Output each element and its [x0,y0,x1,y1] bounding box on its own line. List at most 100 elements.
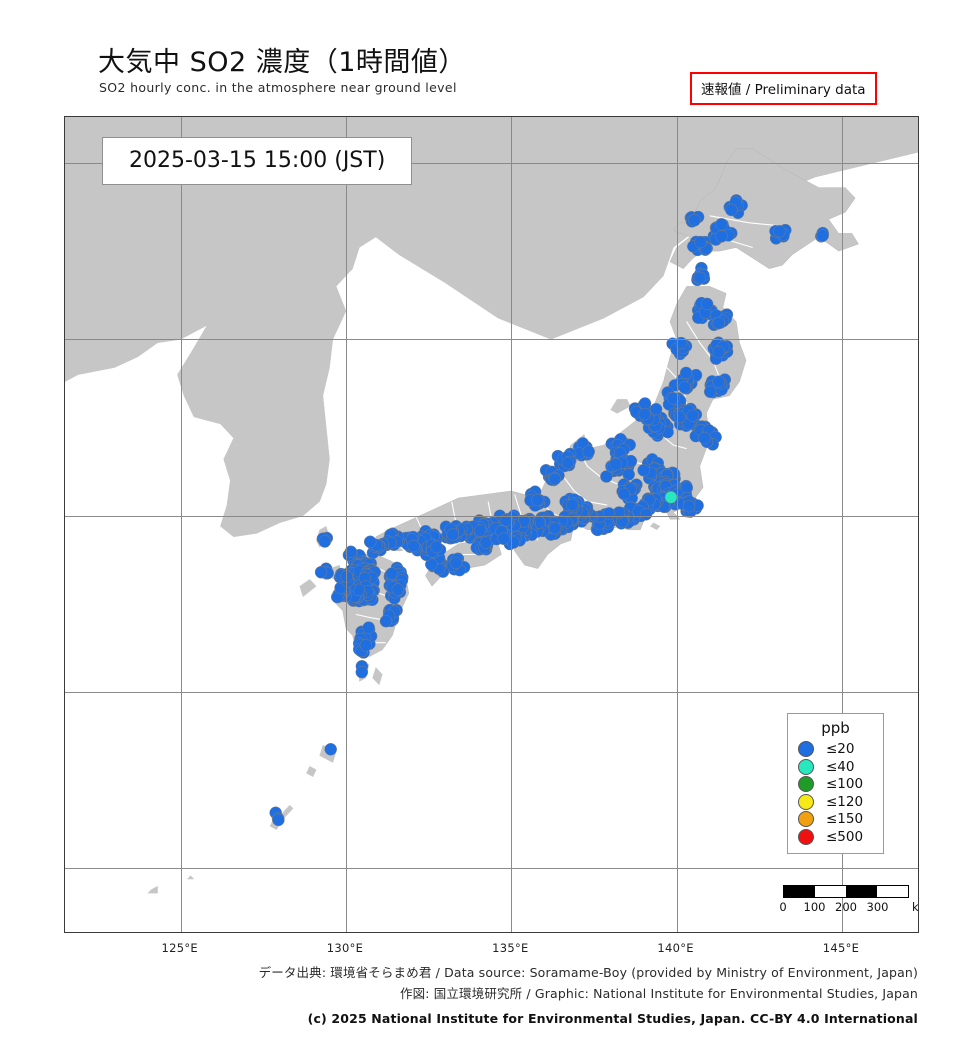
station-marker[interactable] [449,556,463,570]
lon-minor-tick [412,932,413,933]
station-marker[interactable] [715,230,728,243]
station-marker[interactable] [531,493,544,507]
lat-tick [918,163,919,164]
lon-minor-tick [875,932,876,933]
legend-entry: ≤40 [798,758,883,775]
legend-swatch-icon [798,776,814,792]
scale-bar-tick-label: 200 [835,900,857,914]
lon-tick [511,932,512,933]
lon-minor-tick [577,932,578,933]
station-marker[interactable] [639,508,653,521]
lat-tick [918,516,919,517]
map-plot-area[interactable]: 2025-03-15 15:00 (JST) ppb ≤20 ≤40 ≤100 ≤12… [64,116,919,933]
graticule-parallel [65,515,918,517]
station-marker[interactable] [715,218,728,231]
lat-minor-tick [64,622,65,623]
station-marker[interactable] [479,536,493,549]
station-marker[interactable] [638,407,651,421]
prefecture-boundary [686,321,721,379]
lon-minor-tick [544,116,545,117]
station-marker[interactable] [637,464,650,477]
lon-tick-label: 140°E [657,941,694,955]
izu-oshima [650,522,661,530]
station-marker[interactable] [359,639,373,652]
station-marker[interactable] [355,665,369,679]
lon-minor-tick [908,116,909,117]
station-marker[interactable] [497,532,510,545]
footer: データ出典: 環境省そらまめ君 / Data source: Soramame-… [0,962,980,1029]
lon-tick [346,116,347,117]
station-marker[interactable] [773,225,786,238]
station-marker[interactable] [678,381,691,394]
station-marker[interactable] [379,614,393,628]
station-marker[interactable] [600,470,613,483]
station-marker[interactable] [617,487,631,501]
station-marker[interactable] [725,203,738,217]
station-marker[interactable] [703,385,717,399]
lat-minor-tick [64,410,65,411]
footer-copyright: (c) 2025 National Institute for Environm… [307,1011,918,1026]
station-marker[interactable] [446,528,460,541]
station-marker[interactable] [561,456,575,470]
lat-minor-tick [64,304,65,305]
lon-minor-tick [611,116,612,117]
station-marker[interactable] [344,545,358,559]
station-marker[interactable] [391,583,405,596]
station-marker[interactable] [566,498,579,512]
lon-minor-tick [743,932,744,933]
lat-minor-tick [918,622,919,623]
lon-tick [842,932,843,933]
station-marker[interactable] [582,445,595,458]
station-marker[interactable] [548,472,562,486]
station-marker[interactable] [698,431,711,445]
station-marker[interactable] [548,521,562,535]
lon-minor-tick [478,932,479,933]
station-marker[interactable] [667,392,680,405]
station-marker[interactable] [363,535,377,549]
lat-tick [64,516,65,517]
scale-bar-tick-label: 300 [866,900,889,914]
lon-minor-tick [644,932,645,933]
station-marker[interactable] [680,481,694,494]
station-marker-elevated[interactable] [664,491,678,504]
station-marker[interactable] [362,621,375,634]
lon-tick [677,116,678,117]
lon-minor-tick [577,116,578,117]
station-marker[interactable] [638,397,652,410]
station-marker[interactable] [324,743,337,756]
scale-bar-segment [877,886,908,897]
lon-minor-tick [776,116,777,117]
station-marker[interactable] [694,235,707,249]
station-marker[interactable] [430,540,443,554]
page-title: 大気中 SO2 濃度（1時間値） [98,47,466,78]
station-marker[interactable] [700,297,714,311]
station-marker[interactable] [407,539,420,553]
station-marker[interactable] [712,316,726,330]
station-marker[interactable] [314,565,328,579]
station-marker[interactable] [693,271,707,285]
lat-minor-tick [918,269,919,270]
lat-minor-tick [918,904,919,905]
station-marker[interactable] [385,567,399,580]
station-marker[interactable] [318,535,332,548]
scale-bar-segment [815,886,846,897]
station-marker[interactable] [473,524,487,537]
station-marker[interactable] [682,499,696,513]
station-marker[interactable] [712,345,726,359]
station-marker[interactable] [649,402,663,416]
station-marker[interactable] [712,375,725,388]
station-marker[interactable] [686,409,699,422]
station-marker[interactable] [816,229,829,242]
station-marker[interactable] [609,458,622,471]
lat-tick [918,692,919,693]
station-marker[interactable] [679,366,693,380]
station-marker[interactable] [602,507,616,520]
lat-minor-tick [64,128,65,129]
lon-minor-tick [710,932,711,933]
station-marker[interactable] [272,813,285,827]
legend-title: ppb [821,719,850,737]
lon-tick [677,932,678,933]
legend-entry: ≤500 [798,828,883,845]
lat-minor-tick [64,445,65,446]
station-marker[interactable] [688,213,701,227]
